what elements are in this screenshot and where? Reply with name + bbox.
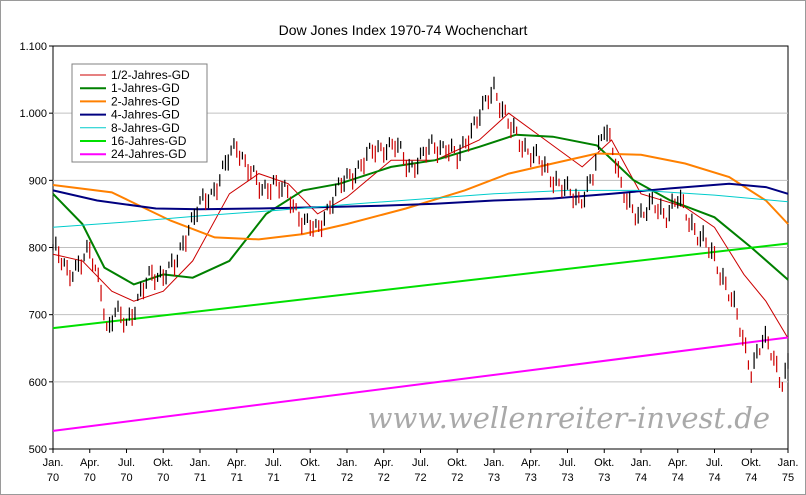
x-tick-label-month: Jul. xyxy=(118,457,135,469)
series-line-3 xyxy=(52,152,789,241)
legend-box xyxy=(71,63,208,163)
x-tick-label-year: 74 xyxy=(672,472,684,484)
y-tick-label: 1.000 xyxy=(19,108,47,120)
x-tick-label-year: 70 xyxy=(120,472,132,484)
x-tick-label-month: Jul. xyxy=(412,457,429,469)
x-tick-label-year: 74 xyxy=(708,472,720,484)
series-line-1 xyxy=(52,112,789,339)
price-bars xyxy=(52,76,789,392)
x-tick-label-month: Okt. xyxy=(153,457,173,469)
y-tick-label: 700 xyxy=(29,310,47,322)
series-line-4 xyxy=(52,182,789,211)
x-tick-label-year: 70 xyxy=(157,472,169,484)
legend-label-2: 1-Jahres-GD xyxy=(111,81,180,95)
x-tick-label-month: Apr. xyxy=(374,457,394,469)
x-tick-label-year: 72 xyxy=(341,472,353,484)
x-tick-label-year: 71 xyxy=(194,472,206,484)
x-tick-label-year: 71 xyxy=(267,472,279,484)
moving-average-lines xyxy=(52,112,789,432)
series-line-5 xyxy=(52,189,789,228)
x-tick-label-year: 72 xyxy=(378,472,390,484)
x-tick-label-month: Jan. xyxy=(484,457,505,469)
x-tick-label-year: 70 xyxy=(47,472,59,484)
x-tick-label-year: 75 xyxy=(782,472,794,484)
x-tick-label-month: Apr. xyxy=(668,457,688,469)
y-tick-label: 1.100 xyxy=(19,41,47,53)
y-axis-ticks: 500 600 700 800 900 1.000 1.100 xyxy=(19,41,53,456)
x-tick-label-year: 72 xyxy=(414,472,426,484)
x-tick-label-month: Jul. xyxy=(559,457,576,469)
x-tick-label-month: Apr. xyxy=(80,457,100,469)
x-tick-label-year: 73 xyxy=(488,472,500,484)
series-line-2 xyxy=(52,133,789,286)
x-tick-label-year: 70 xyxy=(84,472,96,484)
legend-label-5: 8-Jahres-GD xyxy=(111,121,180,135)
x-tick-label-year: 71 xyxy=(304,472,316,484)
y-tick-label: 900 xyxy=(29,175,47,187)
chart-title: Dow Jones Index 1970-74 Wochenchart xyxy=(279,22,528,38)
y-tick-label: 500 xyxy=(29,444,47,456)
x-tick-label-year: 71 xyxy=(231,472,243,484)
legend-label-3: 2-Jahres-GD xyxy=(111,94,180,108)
x-tick-label-month: Jul. xyxy=(265,457,282,469)
x-tick-label-month: Jan. xyxy=(778,457,799,469)
x-tick-label-year: 74 xyxy=(635,472,647,484)
series-line-7 xyxy=(52,336,789,432)
x-tick-label-month: Jul. xyxy=(706,457,723,469)
legend-label-7: 24-Jahres-GD xyxy=(111,147,187,161)
x-tick-label-month: Okt. xyxy=(300,457,320,469)
legend-label-4: 4-Jahres-GD xyxy=(111,108,180,122)
x-tick-label-month: Jan. xyxy=(190,457,211,469)
legend-label-1: 1/2-Jahres-GD xyxy=(111,68,190,82)
legend-label-6: 16-Jahres-GD xyxy=(111,134,187,148)
legend: 1/2-Jahres-GD1-Jahres-GD2-Jahres-GD4-Jah… xyxy=(71,63,208,163)
x-tick-label-year: 73 xyxy=(598,472,610,484)
series-line-6 xyxy=(52,242,789,330)
x-tick-label-month: Jan. xyxy=(631,457,652,469)
x-tick-label-year: 73 xyxy=(525,472,537,484)
x-axis-ticks: Jan. 70 Apr. 70 Jul. 70 Okt. 70 Jan. 71 Apr. 71 Jul.… xyxy=(43,449,799,484)
x-tick-label-month: Jan. xyxy=(43,457,64,469)
x-tick-label-month: Apr. xyxy=(521,457,541,469)
x-tick-label-year: 74 xyxy=(745,472,757,484)
watermark: www.wellenreiter-invest.de xyxy=(368,401,770,435)
y-tick-label: 800 xyxy=(29,243,47,255)
x-tick-label-month: Jan. xyxy=(337,457,358,469)
x-tick-label-month: Okt. xyxy=(447,457,467,469)
x-tick-label-year: 72 xyxy=(451,472,463,484)
x-tick-label-month: Apr. xyxy=(227,457,247,469)
x-tick-label-year: 73 xyxy=(561,472,573,484)
y-tick-label: 600 xyxy=(29,377,47,389)
x-tick-label-month: Okt. xyxy=(594,457,614,469)
x-tick-label-month: Okt. xyxy=(741,457,761,469)
